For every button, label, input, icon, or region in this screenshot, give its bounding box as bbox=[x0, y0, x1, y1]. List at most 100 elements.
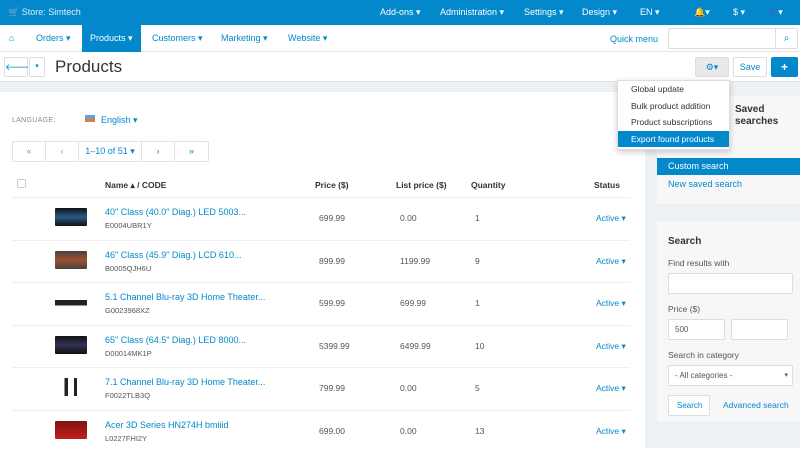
page-title: Products bbox=[55, 57, 123, 76]
first-page-button[interactable]: « bbox=[13, 142, 46, 161]
find-results-input[interactable] bbox=[668, 273, 793, 294]
find-results-label: Find results with bbox=[668, 258, 730, 268]
status-dropdown[interactable]: Active ▾ bbox=[596, 383, 626, 393]
status-dropdown[interactable]: Active ▾ bbox=[596, 298, 626, 308]
product-name-link[interactable]: 40" Class (40.0" Diag.) LED 5003... bbox=[105, 207, 246, 217]
saved-search-custom[interactable]: Custom search bbox=[657, 158, 800, 175]
menu-addons[interactable]: Add-ons ▾ bbox=[380, 7, 421, 17]
product-thumbnail[interactable] bbox=[55, 335, 87, 354]
table-row: 40" Class (40.0" Diag.) LED 5003... E000… bbox=[12, 197, 630, 239]
nav-orders[interactable]: Orders ▾ bbox=[36, 33, 71, 43]
product-code: E0004UBR1Y bbox=[105, 221, 152, 230]
menu-global-update[interactable]: Global update bbox=[631, 84, 684, 94]
menu-administration[interactable]: Administration ▾ bbox=[440, 7, 505, 17]
table-row: 5.1 Channel Blu-ray 3D Home Theater... G… bbox=[12, 282, 630, 324]
back-button[interactable]: 🡐 bbox=[4, 57, 29, 77]
list-price-cell[interactable]: 699.99 bbox=[400, 298, 426, 308]
quantity-cell[interactable]: 13 bbox=[475, 425, 485, 436]
title-bar bbox=[0, 52, 800, 82]
quantity-header[interactable]: Quantity bbox=[471, 180, 506, 190]
price-cell[interactable]: 699.99 bbox=[319, 213, 345, 223]
settings-menu-button[interactable]: ⚙▾ bbox=[695, 57, 729, 77]
price-label: Price ($) bbox=[668, 304, 701, 314]
price-cell[interactable]: 599.99 bbox=[319, 298, 345, 308]
nav-marketing[interactable]: Marketing ▾ bbox=[221, 33, 268, 43]
product-thumbnail[interactable] bbox=[55, 208, 87, 226]
store-link[interactable]: 🛒 Store: Simtech bbox=[8, 7, 81, 17]
menu-export-found-products[interactable]: Export found products bbox=[618, 130, 729, 147]
save-button[interactable]: Save bbox=[733, 57, 767, 77]
quantity-cell[interactable]: 1 bbox=[475, 213, 480, 223]
menu-language[interactable]: EN ▾ bbox=[640, 7, 660, 17]
product-thumbnail[interactable] bbox=[55, 250, 87, 269]
page-range-select[interactable]: 1–10 of 51 ▾ bbox=[79, 142, 142, 161]
price-from-input[interactable]: 500 bbox=[668, 319, 725, 340]
product-name-link[interactable]: Acer 3D Series HN274H bmiiid bbox=[105, 419, 229, 430]
user-menu[interactable]: 👤▾ bbox=[767, 7, 783, 18]
status-dropdown[interactable]: Active ▾ bbox=[596, 213, 626, 223]
status-dropdown[interactable]: Active ▾ bbox=[596, 425, 626, 436]
product-name-link[interactable]: 7.1 Channel Blu-ray 3D Home Theater... bbox=[105, 377, 266, 387]
back-dropdown-button[interactable]: ▾ bbox=[29, 57, 45, 77]
menu-product-subscriptions[interactable]: Product subscriptions bbox=[631, 117, 713, 127]
next-page-button[interactable]: › bbox=[142, 142, 175, 161]
quick-search-input[interactable]: ⌕ bbox=[668, 28, 798, 49]
list-price-cell[interactable]: 6499.99 bbox=[400, 340, 431, 351]
language-select[interactable]: English ▾ bbox=[101, 115, 138, 125]
nav-website[interactable]: Website ▾ bbox=[288, 33, 328, 43]
select-all-checkbox[interactable] bbox=[17, 179, 26, 188]
status-dropdown[interactable]: Active ▾ bbox=[596, 255, 626, 266]
category-select[interactable]: - All categories - ▾ bbox=[668, 365, 793, 386]
search-button[interactable]: Search bbox=[668, 395, 710, 416]
nav-customers[interactable]: Customers ▾ bbox=[152, 33, 203, 43]
table-row: 46" Class (45.9" Diag.) LCD 610... B0005… bbox=[12, 239, 630, 282]
product-name-link[interactable]: 46" Class (45.9" Diag.) LCD 610... bbox=[105, 249, 242, 260]
gear-icon: ⚙▾ bbox=[705, 62, 719, 72]
price-header[interactable]: Price ($) bbox=[315, 180, 349, 190]
new-saved-search-link[interactable]: New saved search bbox=[668, 179, 743, 189]
menu-settings[interactable]: Settings ▾ bbox=[524, 7, 564, 17]
price-cell[interactable]: 899.99 bbox=[319, 255, 345, 266]
list-price-header[interactable]: List price ($) bbox=[396, 180, 447, 190]
list-price-cell[interactable]: 0.00 bbox=[400, 383, 417, 393]
add-product-button[interactable]: + bbox=[771, 57, 798, 77]
status-header[interactable]: Status bbox=[594, 180, 620, 190]
product-thumbnail[interactable] bbox=[55, 293, 87, 311]
product-name-link[interactable]: 65" Class (64.5" Diag.) LED 8000... bbox=[105, 334, 246, 345]
product-thumbnail[interactable] bbox=[55, 378, 87, 396]
settings-dropdown: Global update Bulk product addition Prod… bbox=[617, 80, 730, 150]
name-code-header[interactable]: Name ▴ / CODE bbox=[105, 180, 167, 190]
price-cell[interactable]: 5399.99 bbox=[319, 340, 350, 351]
quantity-cell[interactable]: 10 bbox=[475, 340, 485, 351]
list-price-cell[interactable]: 0.00 bbox=[400, 425, 417, 436]
quick-menu-link[interactable]: Quick menu bbox=[610, 34, 659, 44]
price-cell[interactable]: 799.99 bbox=[319, 383, 345, 393]
prev-page-button[interactable]: ‹ bbox=[46, 142, 79, 161]
nav-products[interactable]: Products ▾ bbox=[82, 25, 141, 52]
flag-icon bbox=[85, 115, 95, 122]
menu-bulk-product-addition[interactable]: Bulk product addition bbox=[631, 100, 711, 111]
menu-design[interactable]: Design ▾ bbox=[582, 7, 618, 17]
product-name-link[interactable]: 5.1 Channel Blu-ray 3D Home Theater... bbox=[105, 292, 266, 302]
category-value: - All categories - bbox=[675, 371, 733, 380]
product-thumbnail[interactable] bbox=[55, 420, 87, 439]
chevron-down-icon: ▾ bbox=[705, 7, 710, 17]
home-icon[interactable]: ⌂ bbox=[9, 33, 15, 43]
advanced-search-link[interactable]: Advanced search bbox=[723, 400, 789, 410]
product-code: B0005QJH6U bbox=[105, 263, 152, 273]
quantity-cell[interactable]: 5 bbox=[475, 383, 480, 393]
status-dropdown[interactable]: Active ▾ bbox=[596, 340, 626, 351]
list-price-cell[interactable]: 0.00 bbox=[400, 213, 417, 223]
search-icon[interactable]: ⌕ bbox=[775, 29, 797, 48]
bell-icon: 🔔 bbox=[694, 7, 706, 17]
price-to-input[interactable] bbox=[731, 319, 788, 340]
menu-currency[interactable]: $ ▾ bbox=[733, 7, 746, 17]
quantity-cell[interactable]: 1 bbox=[475, 298, 480, 308]
notifications-menu[interactable]: 🔔▾ bbox=[694, 7, 710, 18]
divider bbox=[0, 82, 800, 92]
quantity-cell[interactable]: 9 bbox=[475, 255, 480, 266]
list-price-cell[interactable]: 1199.99 bbox=[400, 255, 431, 266]
table-row: 65" Class (64.5" Diag.) LED 8000... D000… bbox=[12, 324, 630, 367]
last-page-button[interactable]: » bbox=[188, 146, 194, 156]
price-cell[interactable]: 699.00 bbox=[319, 425, 345, 436]
